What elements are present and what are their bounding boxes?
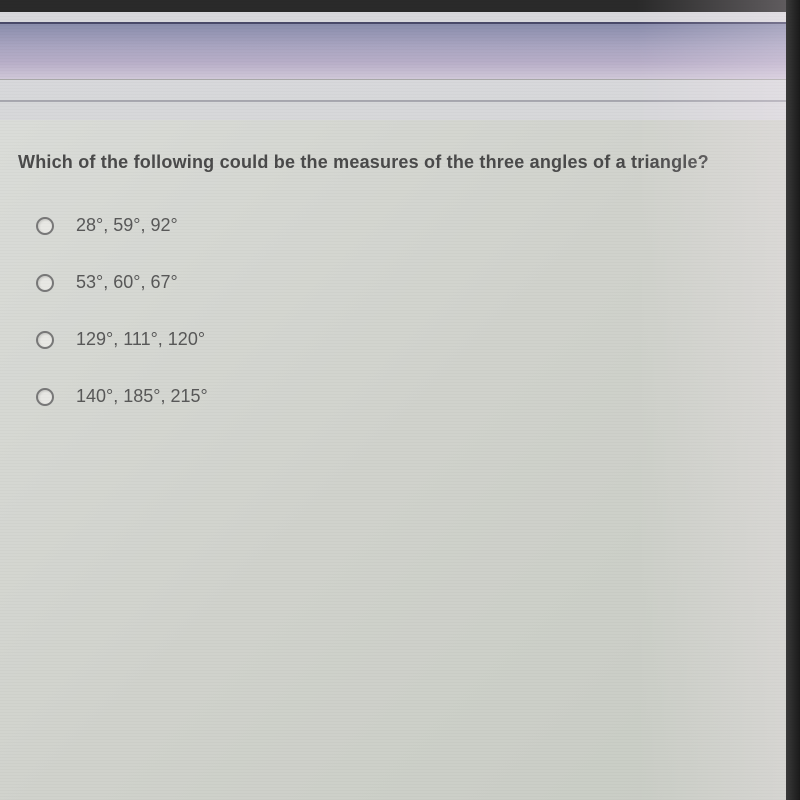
radio-icon[interactable] — [36, 331, 54, 349]
option-row[interactable]: 129°, 111°, 120° — [36, 329, 768, 350]
screen-bezel-top — [0, 0, 800, 12]
option-row[interactable]: 140°, 185°, 215° — [36, 386, 768, 407]
header-band — [0, 22, 786, 80]
question-text: Which of the following could be the meas… — [18, 152, 768, 173]
option-label: 28°, 59°, 92° — [76, 215, 178, 236]
screen-bezel-right — [786, 0, 800, 800]
answer-options-group: 28°, 59°, 92° 53°, 60°, 67° 129°, 111°, … — [18, 215, 768, 407]
option-row[interactable]: 28°, 59°, 92° — [36, 215, 768, 236]
radio-icon[interactable] — [36, 388, 54, 406]
radio-icon[interactable] — [36, 274, 54, 292]
question-content-area: Which of the following could be the meas… — [0, 120, 786, 800]
option-label: 140°, 185°, 215° — [76, 386, 208, 407]
option-label: 53°, 60°, 67° — [76, 272, 178, 293]
radio-icon[interactable] — [36, 217, 54, 235]
option-row[interactable]: 53°, 60°, 67° — [36, 272, 768, 293]
divider-line — [0, 100, 786, 102]
option-label: 129°, 111°, 120° — [76, 329, 205, 350]
